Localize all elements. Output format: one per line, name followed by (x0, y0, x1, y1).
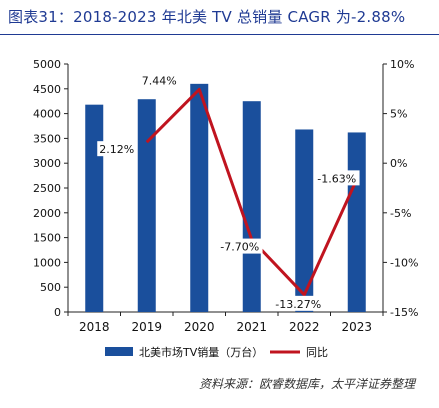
data-label: 2.12% (99, 143, 134, 156)
left-tick-label: 2000 (33, 207, 61, 220)
right-tick-label: -10% (390, 256, 418, 269)
legend-swatch-bar (105, 347, 133, 356)
source-note: 资料来源：欧睿数据库，太平洋证券整理 (198, 377, 415, 391)
x-tick-label: 2020 (184, 320, 215, 334)
right-tick-label: -15% (390, 306, 418, 319)
left-tick-label: 3000 (33, 157, 61, 170)
x-tick-label: 2019 (131, 320, 162, 334)
x-tick-label: 2021 (236, 320, 267, 334)
x-tick-label: 2018 (79, 320, 110, 334)
left-tick-label: 4500 (33, 83, 61, 96)
data-label: -13.27% (275, 298, 321, 311)
right-tick-label: 10% (390, 58, 414, 71)
bar (242, 101, 261, 312)
left-tick-label: 1500 (33, 232, 61, 245)
figure-title: 图表31：2018-2023 年北美 TV 总销量 CAGR 为-2.88% (8, 8, 406, 26)
bar (347, 132, 366, 312)
left-tick-label: 3500 (33, 132, 61, 145)
bar (137, 99, 156, 312)
data-label-box (216, 238, 263, 254)
right-tick-label: -5% (390, 207, 411, 220)
x-tick-label: 2022 (289, 320, 320, 334)
left-tick-label: 5000 (33, 58, 61, 71)
legend-label-line: 同比 (306, 346, 328, 359)
left-tick-label: 4000 (33, 108, 61, 121)
left-tick-label: 500 (40, 281, 61, 294)
left-tick-label: 0 (54, 306, 61, 319)
bar (190, 83, 209, 312)
data-label-box (139, 72, 179, 88)
right-tick-label: 5% (390, 108, 407, 121)
right-tick-label: 0% (390, 157, 407, 170)
bar (85, 104, 104, 312)
title-divider (0, 34, 439, 35)
combo-chart: 0 500 1000 1500 2000 2500 3000 3500 4000 4500 5000… (33, 58, 418, 359)
data-label-box (272, 295, 325, 311)
data-label-box (97, 141, 137, 157)
data-label: -1.63% (317, 172, 356, 185)
data-label: -7.70% (220, 241, 259, 254)
x-tick-label: 2023 (341, 320, 372, 334)
left-tick-label: 2500 (33, 182, 61, 195)
data-label-box (313, 170, 360, 186)
legend-label-bar: 北美市场TV销量（万台） (139, 345, 263, 359)
data-label: 7.44% (142, 74, 177, 87)
bar (295, 129, 314, 312)
left-tick-label: 1000 (33, 256, 61, 269)
